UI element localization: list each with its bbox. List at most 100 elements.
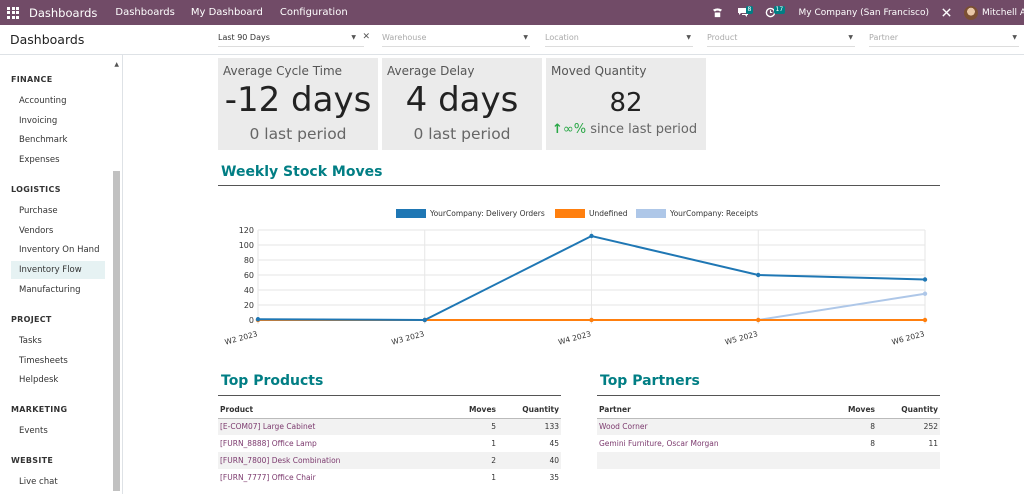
top-products-table: Product Moves Quantity [E-COM07] Large C… [218,402,561,486]
table-row[interactable]: [FURN_8888] Office Lamp 1 45 [218,435,561,452]
product-name[interactable]: [FURN_8888] Office Lamp [220,439,317,448]
quantity-value: 45 [549,439,559,448]
sidebar-item-invoicing[interactable]: Invoicing [19,116,58,126]
moves-count: 8 [870,439,875,448]
chevron-down-icon[interactable]: ▼ [848,34,853,41]
product-name[interactable]: [FURN_7777] Office Chair [220,473,316,482]
product-name[interactable]: [E-COM07] Large Cabinet [218,418,428,435]
column-header-moves[interactable]: Moves [428,402,498,419]
column-header-quantity[interactable]: Quantity [877,402,940,419]
period-filter-value: Last 90 Days [218,33,270,42]
weekly-stock-moves-chart[interactable]: 0 20 40 60 80 100 120 W2 2023 W3 2023 W4 2023 W5 2… [218,220,940,350]
kpi-moved-quantity[interactable]: Moved Quantity 82 ↑∞% since last period [546,58,706,150]
menu-my-dashboard[interactable]: My Dashboard [190,7,263,18]
data-point [422,317,427,323]
sidebar-item-live-chat[interactable]: Live chat [19,477,58,487]
sidebar-item-vendors[interactable]: Vendors [19,226,54,236]
chevron-down-icon[interactable]: ▼ [686,34,691,41]
kpi-value: 82 [609,88,643,118]
data-point [589,233,594,239]
sidebar-item-tasks[interactable]: Tasks [19,336,42,346]
table-row [597,452,940,469]
x-tick-label: W6 2023 [891,329,926,346]
moves-count: 8 [807,418,877,435]
chart-legend-item-undefined[interactable]: Undefined [555,209,627,218]
table-row[interactable]: [FURN_7800] Desk Combination 2 40 [218,452,561,469]
app-menu-icon[interactable] [7,6,21,19]
company-switcher[interactable]: My Company (San Francisco) [798,7,929,18]
sidebar-scrollbar-thumb[interactable] [113,171,120,491]
partner-name[interactable]: Wood Corner [597,418,807,435]
phone-icon[interactable] [712,7,723,18]
scroll-up-arrow-icon[interactable]: ▲ [114,61,119,68]
sidebar-section-marketing: MARKETING [11,405,68,414]
y-tick-label: 100 [239,241,254,250]
product-filter[interactable]: Product ▼ [707,31,855,47]
y-tick-label: 0 [249,316,254,325]
location-filter[interactable]: Location ▼ [545,31,693,47]
moves-count: 5 [428,418,498,435]
data-point [589,317,594,323]
table-row[interactable]: Gemini Furniture, Oscar Morgan 8 11 [597,435,940,452]
sidebar-item-inventory-on-hand[interactable]: Inventory On Hand [19,245,100,255]
chevron-down-icon[interactable]: ▼ [1012,34,1017,41]
chevron-down-icon[interactable]: ▼ [523,34,528,41]
partner-filter-placeholder: Partner [869,33,899,42]
table-row[interactable]: [E-COM07] Large Cabinet 5 133 [218,418,561,435]
menu-configuration[interactable]: Configuration [279,7,348,18]
empty-cell [877,452,940,469]
sidebar-section-website: WEBSITE [11,456,54,465]
table-row[interactable]: Wood Corner 8 252 [597,418,940,435]
debug-tools-icon[interactable] [941,7,952,18]
partner-filter[interactable]: Partner ▼ [869,31,1019,47]
sidebar-section-project: PROJECT [11,315,52,324]
kpi-average-cycle-time[interactable]: Average Cycle Time -12 days 0 last perio… [218,58,378,150]
product-filter-placeholder: Product [707,33,738,42]
section-divider [218,185,940,186]
chat-badge: 8 [745,6,754,14]
chart-legend-item-receipts[interactable]: YourCompany: Receipts [636,209,758,218]
sidebar-item-events[interactable]: Events [19,426,48,436]
chevron-down-icon[interactable]: ▼ [351,34,356,41]
section-divider [218,395,561,396]
legend-swatch [555,209,585,218]
warehouse-filter[interactable]: Warehouse ▼ [382,31,530,47]
kpi-average-delay[interactable]: Average Delay 4 days 0 last period [382,58,542,150]
column-header-quantity[interactable]: Quantity [498,402,561,419]
data-point [756,272,761,278]
location-filter-placeholder: Location [545,33,579,42]
quantity-value: 40 [498,452,561,469]
product-name[interactable]: [FURN_7800] Desk Combination [218,452,428,469]
column-header-moves[interactable]: Moves [807,402,877,419]
empty-cell [597,452,807,469]
partner-name[interactable]: Gemini Furniture, Oscar Morgan [599,439,719,448]
user-avatar[interactable] [964,5,978,20]
sidebar-item-helpdesk[interactable]: Helpdesk [19,375,59,385]
chart-legend-item-delivery[interactable]: YourCompany: Delivery Orders [396,209,545,218]
top-navbar: Dashboards Dashboards My Dashboard Confi… [0,0,1024,25]
column-header-partner[interactable]: Partner [597,402,807,419]
sidebar-item-benchmark[interactable]: Benchmark [19,135,68,145]
chat-icon[interactable]: 8 [737,6,754,18]
clear-filter-icon[interactable]: ✕ [362,32,370,42]
sidebar-item-timesheets[interactable]: Timesheets [19,356,68,366]
empty-cell [807,452,877,469]
table-row[interactable]: [FURN_7777] Office Chair 1 35 [218,469,561,486]
sidebar-item-accounting[interactable]: Accounting [19,96,67,106]
x-tick-label: W4 2023 [557,329,592,346]
sidebar-section-logistics: LOGISTICS [11,185,61,194]
column-header-product[interactable]: Product [218,402,428,419]
sidebar-item-manufacturing[interactable]: Manufacturing [19,285,81,295]
quantity-value: 133 [498,418,561,435]
legend-label: Undefined [589,209,628,218]
sidebar-item-inventory-flow[interactable]: Inventory Flow [11,261,105,279]
kpi-previous: 0 last period [413,125,511,143]
user-name[interactable]: Mitchell Admin [982,7,1024,18]
sidebar-item-purchase[interactable]: Purchase [19,206,58,216]
period-filter[interactable]: Last 90 Days ▼ ✕ [218,31,370,47]
app-brand[interactable]: Dashboards [29,5,98,20]
activity-clock-icon[interactable]: 17 [765,6,786,18]
sidebar-item-expenses[interactable]: Expenses [19,155,60,165]
activity-badge: 17 [773,6,786,14]
menu-dashboards[interactable]: Dashboards [115,7,175,18]
